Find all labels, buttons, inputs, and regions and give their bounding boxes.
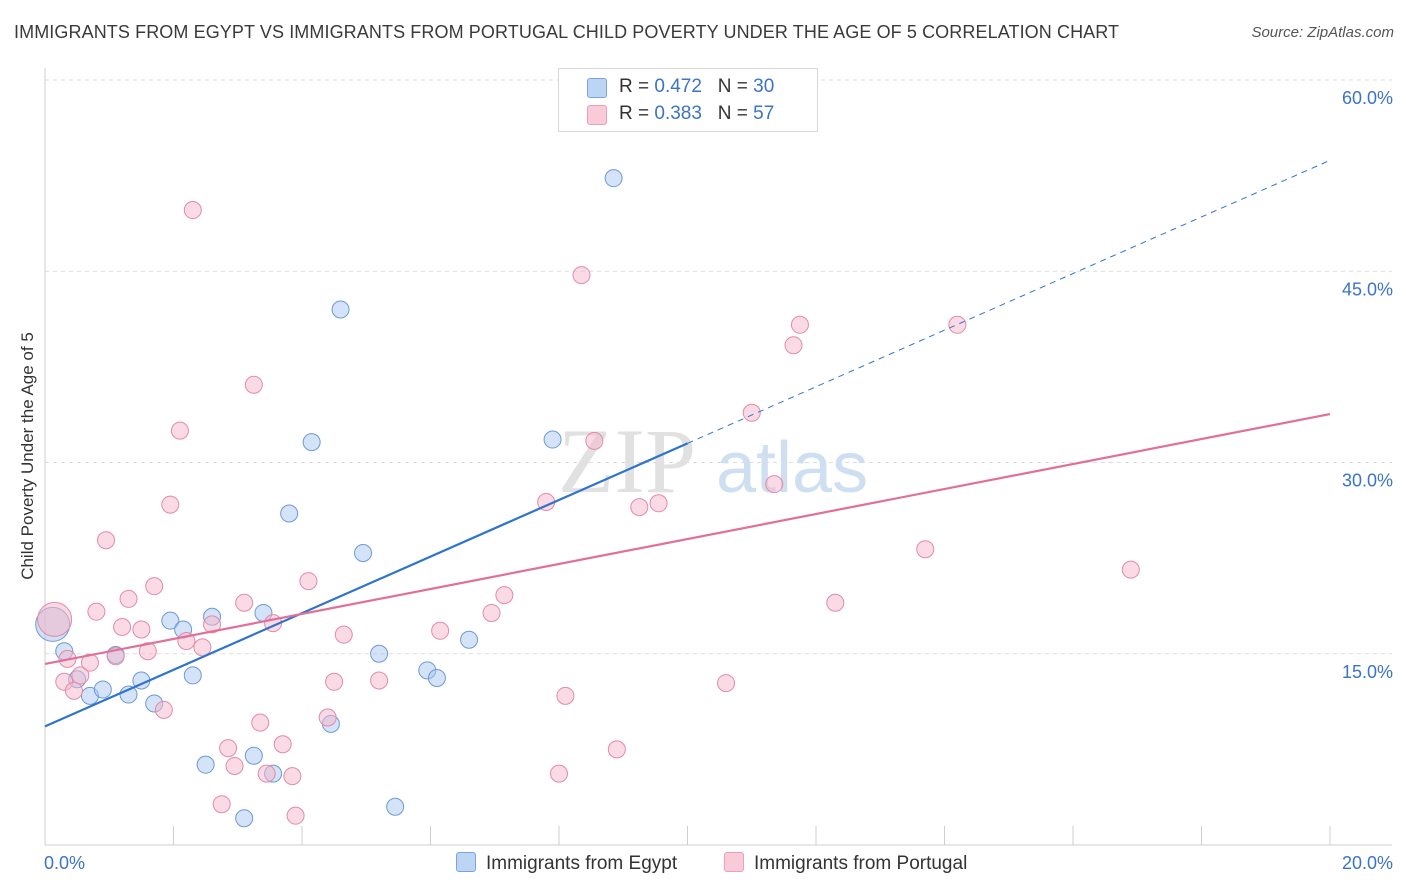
data-point-egypt: [370, 644, 389, 663]
data-point-egypt: [235, 809, 254, 828]
trend-line-extension-egypt: [687, 159, 1331, 444]
y-tick-label: 30.0%: [1342, 471, 1393, 491]
data-point-egypt: [161, 611, 180, 630]
source-credit: Source: ZipAtlas.com: [1251, 24, 1394, 41]
data-point-portugal: [225, 756, 244, 775]
watermark: ZIP atlas: [558, 410, 868, 512]
data-point-portugal: [948, 315, 967, 334]
watermark-atlas: atlas: [716, 428, 868, 508]
data-point-portugal: [145, 577, 164, 596]
data-point-portugal: [235, 593, 254, 612]
data-point-portugal: [585, 431, 604, 450]
data-point-egypt: [604, 169, 623, 188]
data-point-egypt: [354, 544, 373, 563]
data-point-portugal: [325, 672, 344, 691]
y-axis-label: Child Poverty Under the Age of 5: [18, 332, 37, 580]
data-point-egypt: [460, 630, 479, 649]
legend-swatch-egypt: [587, 78, 607, 98]
data-point-portugal: [916, 540, 935, 559]
data-point-portugal: [790, 315, 809, 334]
gridlines: [45, 79, 1392, 655]
data-point-portugal: [71, 666, 90, 685]
data-point-egypt: [302, 433, 321, 452]
bottom-legend-swatch-egypt: [456, 852, 476, 872]
trend-line-egypt: [44, 442, 688, 728]
data-point-portugal: [299, 572, 318, 591]
data-points: [35, 169, 1140, 828]
y-tick-label: 15.0%: [1342, 662, 1393, 682]
data-point-egypt: [196, 755, 215, 774]
data-point-portugal: [212, 795, 231, 814]
legend-text-portugal: R = 0.383 N = 57: [619, 103, 775, 124]
data-point-portugal: [203, 615, 222, 634]
data-point-egypt: [331, 300, 350, 319]
data-point-portugal: [119, 589, 138, 608]
data-point-portugal: [273, 735, 292, 754]
data-point-portugal: [219, 739, 238, 758]
axes: [44, 68, 1392, 846]
data-point-egypt: [543, 430, 562, 449]
data-point-portugal: [826, 593, 845, 612]
bottom-legend-swatch-portugal: [724, 852, 744, 872]
data-point-portugal: [1121, 560, 1140, 579]
data-point-portugal: [482, 603, 501, 622]
x-tick-label: 20.0%: [1342, 853, 1393, 873]
watermark-zip: ZIP: [558, 410, 696, 512]
data-point-portugal: [717, 674, 736, 693]
data-point-portugal: [193, 638, 212, 657]
x-tick-label: 0.0%: [44, 853, 85, 873]
bottom-legend-egypt: Immigrants from Egypt: [456, 852, 677, 875]
bottom-legend-portugal: Immigrants from Portugal: [724, 852, 967, 875]
data-point-egypt: [427, 668, 446, 687]
data-point-portugal: [607, 740, 626, 759]
tick-labels: 15.0% 30.0% 45.0% 60.0% 0.0% 20.0%: [44, 88, 1393, 873]
data-point-portugal: [161, 495, 180, 514]
data-point-egypt: [280, 504, 299, 523]
data-point-portugal: [784, 336, 803, 355]
data-point-egypt: [386, 797, 405, 816]
data-point-portugal: [113, 617, 132, 636]
data-point-portugal: [257, 764, 276, 783]
data-point-portugal: [742, 403, 761, 422]
data-point-portugal: [334, 625, 353, 644]
data-point-portugal: [550, 764, 568, 783]
data-point-portugal: [251, 713, 270, 732]
data-point-portugal: [87, 602, 106, 621]
data-point-portugal: [286, 806, 305, 825]
data-point-portugal: [97, 531, 116, 550]
data-point-portugal: [556, 686, 575, 705]
data-point-portugal: [318, 708, 337, 727]
data-point-portugal: [283, 767, 302, 786]
trend-line-portugal: [44, 412, 1331, 666]
data-point-portugal: [765, 475, 784, 494]
bottom-legend-label-portugal: Immigrants from Portugal: [754, 853, 968, 874]
data-point-portugal: [495, 586, 514, 605]
data-point-portugal: [370, 671, 389, 690]
trend-lines: [44, 159, 1331, 728]
data-point-portugal: [64, 681, 83, 700]
data-point-portugal: [572, 266, 591, 285]
data-point-portugal: [183, 201, 202, 220]
legend: R = 0.472 N = 30 R = 0.383 N = 57: [558, 68, 818, 132]
legend-swatch-portugal: [587, 105, 607, 125]
data-point-egypt: [183, 666, 202, 685]
data-point-portugal: [630, 498, 649, 517]
data-point-portugal: [154, 700, 173, 719]
y-tick-label: 60.0%: [1342, 88, 1393, 108]
data-point-portugal: [138, 642, 157, 661]
data-point-portugal: [170, 421, 189, 440]
chart-title: IMMIGRANTS FROM EGYPT VS IMMIGRANTS FROM…: [14, 22, 1120, 42]
data-point-egypt: [93, 680, 112, 699]
data-point-portugal: [132, 620, 151, 639]
data-point-egypt: [244, 746, 263, 765]
legend-text-egypt: R = 0.472 N = 30: [619, 76, 775, 97]
data-point-portugal: [37, 601, 73, 637]
y-tick-label: 45.0%: [1342, 279, 1393, 299]
data-point-portugal: [649, 494, 668, 513]
bottom-legend-label-egypt: Immigrants from Egypt: [486, 853, 678, 874]
data-point-portugal: [244, 375, 263, 394]
data-point-portugal: [431, 621, 450, 640]
